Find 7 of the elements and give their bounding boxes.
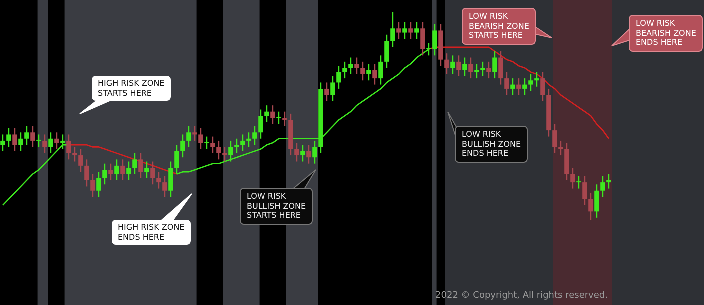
text: 2022 © Copyright, All rights reserved. xyxy=(436,291,608,301)
annotation: LOW RISK BULLISH ZONE ENDS HERE xyxy=(455,126,528,162)
text: LOW RISK BEARISH ZONE ENDS HERE xyxy=(629,15,704,52)
text: HIGH RISK ZONE ENDS HERE xyxy=(112,220,191,245)
annotation: HIGH RISK ZONE STARTS HERE xyxy=(92,76,171,101)
annotation: LOW RISK BEARISH ZONE STARTS HERE xyxy=(462,8,536,44)
annotation: LOW RISK BULLISH ZONE STARTS HERE xyxy=(240,188,314,224)
